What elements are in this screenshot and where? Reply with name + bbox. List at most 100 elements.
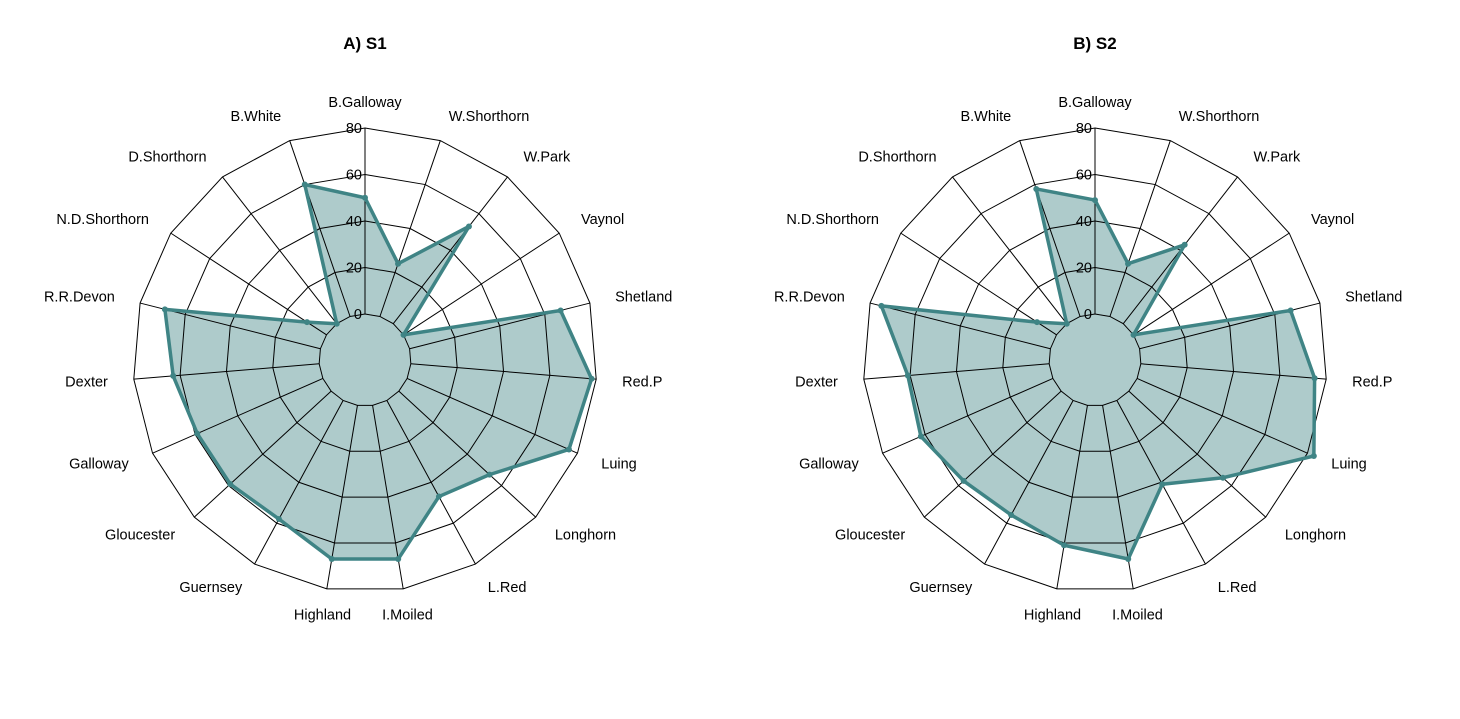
category-label: Guernsey: [179, 580, 243, 596]
category-label: Gloucester: [105, 528, 175, 544]
data-point: [1125, 556, 1132, 563]
grid-ring: [225, 220, 505, 498]
spoke: [379, 140, 441, 317]
panel-title: B) S2: [1073, 34, 1116, 53]
panel-title: A) S1: [343, 34, 386, 53]
spoke: [923, 390, 1062, 518]
category-label: Vaynol: [1311, 212, 1354, 228]
data-point: [1125, 260, 1132, 267]
center-disk: [1049, 314, 1141, 406]
grid-ring: [179, 173, 551, 544]
data-point: [1219, 474, 1226, 481]
spoke: [398, 390, 537, 518]
grid-ring: [955, 220, 1235, 498]
data-point: [275, 516, 282, 523]
data-point: [1287, 307, 1294, 314]
data-point: [960, 477, 967, 484]
category-label: Shetland: [615, 290, 672, 306]
category-label: Highland: [294, 607, 351, 623]
category-label: B.White: [960, 109, 1011, 125]
data-area: [881, 188, 1315, 560]
category-label: D.Shorthorn: [128, 149, 206, 165]
category-label: Dexter: [65, 374, 108, 390]
data-point: [194, 430, 201, 437]
category-label: Highland: [1024, 607, 1081, 623]
data-point: [1092, 197, 1098, 204]
spoke: [952, 176, 1068, 325]
spoke: [882, 378, 1054, 454]
data-point: [1310, 452, 1317, 459]
category-label: B.Galloway: [1058, 95, 1132, 111]
data-area: [164, 184, 592, 560]
spoke: [1133, 232, 1290, 336]
spoke: [386, 400, 476, 565]
category-label: Galloway: [69, 457, 129, 473]
data-point: [227, 481, 234, 488]
spoke: [1056, 405, 1088, 589]
data-point: [486, 471, 493, 478]
category-label: Dexter: [795, 374, 838, 390]
data-point: [1033, 185, 1040, 192]
data-point: [328, 556, 335, 563]
category-label: Shetland: [1345, 290, 1402, 306]
category-label: W.Park: [523, 149, 570, 165]
category-label: Galloway: [799, 457, 859, 473]
spoke: [406, 378, 578, 454]
data-point: [1034, 319, 1041, 326]
data-point: [400, 331, 407, 338]
tick-label: 40: [346, 214, 362, 230]
grid-ring: [133, 127, 597, 590]
tick-label: 80: [346, 121, 362, 137]
category-label: I.Moiled: [1112, 607, 1163, 623]
data-point: [904, 372, 911, 379]
grid-ring: [909, 173, 1281, 544]
data-point: [170, 372, 177, 379]
spoke: [984, 400, 1074, 565]
tick-label: 20: [1076, 261, 1092, 277]
spoke: [1136, 378, 1308, 454]
data-point: [1063, 320, 1070, 327]
data-point: [435, 493, 442, 500]
data-point: [161, 306, 168, 313]
tick-label: 80: [1076, 121, 1092, 137]
spoke: [170, 232, 327, 336]
category-label: L.Red: [1218, 580, 1257, 596]
data-point: [878, 302, 885, 309]
data-point: [362, 194, 368, 201]
data-point: [588, 375, 595, 382]
data-point: [333, 320, 340, 327]
category-label: B.Galloway: [328, 95, 402, 111]
category-label: W.Park: [1253, 149, 1300, 165]
spoke: [222, 176, 338, 325]
series-line: [879, 187, 1317, 561]
tick-label: 60: [1076, 168, 1092, 184]
category-label: W.Shorthorn: [1179, 109, 1260, 125]
category-label: Red.P: [1352, 374, 1392, 390]
category-label: Vaynol: [581, 212, 624, 228]
data-point: [465, 223, 472, 230]
category-label: L.Red: [488, 580, 527, 596]
data-point: [395, 260, 402, 267]
spoke: [1019, 140, 1081, 317]
category-label: B.White: [230, 109, 281, 125]
radar-panel-b: B) S2 0 20 40 60 80 B.Galloway W.Shorthorn W.Par…: [774, 34, 1402, 623]
data-point: [304, 319, 311, 326]
category-label: Longhorn: [1285, 528, 1346, 544]
spoke: [1128, 390, 1267, 518]
category-label: Longhorn: [555, 528, 616, 544]
data-point: [1008, 511, 1015, 518]
data-point: [557, 307, 564, 314]
category-label: Guernsey: [909, 580, 973, 596]
data-point: [1130, 331, 1137, 338]
category-label: W.Shorthorn: [449, 109, 530, 125]
spoke: [403, 232, 560, 336]
category-label: R.R.Devon: [774, 290, 845, 306]
category-label: Luing: [601, 457, 636, 473]
data-point: [1311, 375, 1318, 382]
grid-ring: [863, 127, 1327, 590]
category-label: Red.P: [622, 374, 662, 390]
category-label: R.R.Devon: [44, 290, 115, 306]
tick-label: 0: [1084, 307, 1092, 323]
tick-label: 60: [346, 168, 362, 184]
radar-panel-a: A) S1 0 20 40 60 80 B.Galloway W.Shorthorn W.Par…: [44, 34, 672, 623]
